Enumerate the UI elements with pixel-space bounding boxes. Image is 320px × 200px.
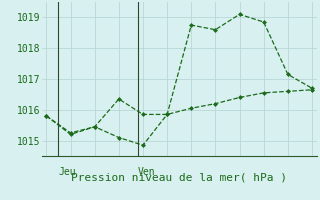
Text: Ven: Ven <box>138 167 156 177</box>
X-axis label: Pression niveau de la mer( hPa ): Pression niveau de la mer( hPa ) <box>71 173 287 183</box>
Text: Jeu: Jeu <box>59 167 76 177</box>
